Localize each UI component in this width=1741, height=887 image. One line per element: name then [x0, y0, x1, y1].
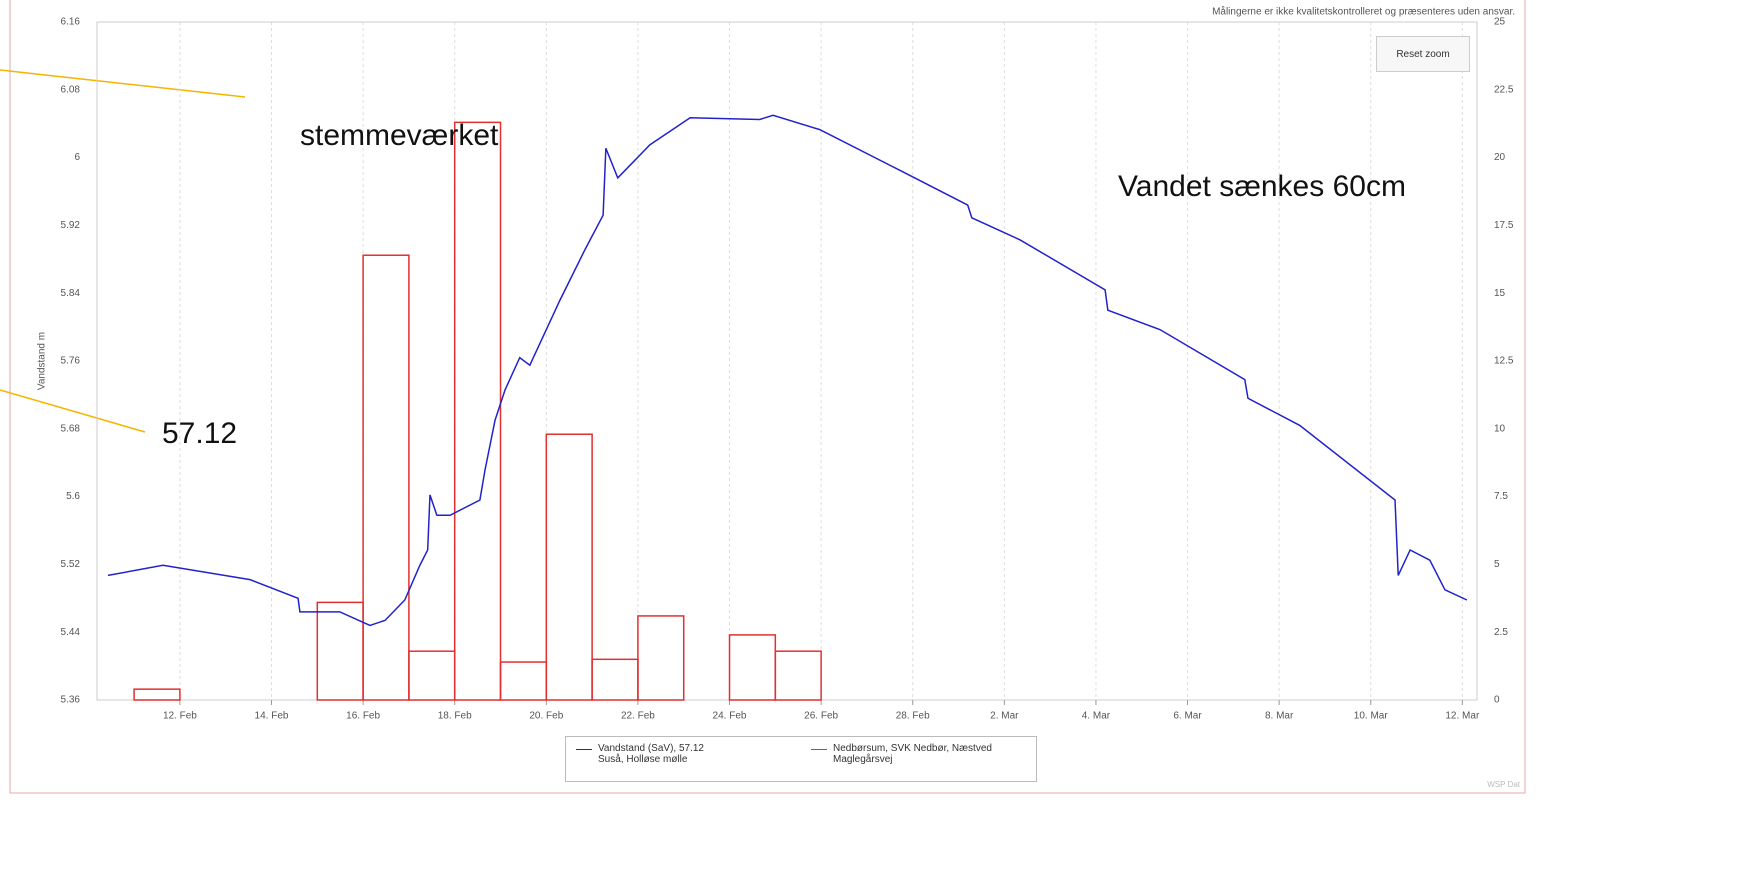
- x-tick-label: 18. Feb: [438, 711, 472, 722]
- x-tick-label: 6. Mar: [1173, 711, 1202, 722]
- y-tick-label: 5.92: [61, 220, 81, 231]
- callout-line: [0, 389, 146, 433]
- y2-tick-label: 7.5: [1494, 491, 1508, 502]
- x-tick-label: 10. Mar: [1354, 711, 1389, 722]
- bar: [774, 650, 822, 701]
- callout-line: [0, 69, 246, 98]
- legend-swatch: [811, 749, 827, 750]
- credit: WSP Dat: [1487, 780, 1521, 789]
- y-tick-label: 5.36: [61, 695, 81, 706]
- x-tick-label: 2. Mar: [990, 711, 1019, 722]
- x-tick-label: 4. Mar: [1082, 711, 1111, 722]
- x-tick-label: 26. Feb: [804, 711, 838, 722]
- y-tick-label: 6.16: [61, 17, 81, 28]
- bar: [408, 650, 456, 701]
- line: [107, 114, 1468, 627]
- annotation: Vandet sænkes 60cm: [1118, 170, 1406, 203]
- bar: [499, 661, 548, 701]
- y-axis-label: Vandstand m: [37, 332, 48, 390]
- x-tick-label: 14. Feb: [255, 711, 289, 722]
- x-tick-label: 8. Mar: [1265, 711, 1294, 722]
- bar: [728, 634, 777, 701]
- y-tick-label: 6: [74, 152, 80, 163]
- legend-label: Vandstand (SaV), 57.12 Suså, Holløse møl…: [598, 743, 704, 765]
- y2-tick-label: 0: [1494, 695, 1500, 706]
- x-tick-label: 28. Feb: [896, 711, 930, 722]
- y-tick-label: 5.52: [61, 559, 81, 570]
- y2-tick-label: 17.5: [1494, 220, 1514, 231]
- bar: [362, 254, 410, 701]
- x-tick-label: 16. Feb: [346, 711, 380, 722]
- x-tick-label: 12. Feb: [163, 711, 197, 722]
- y2-tick-label: 15: [1494, 288, 1506, 299]
- bar: [133, 688, 181, 701]
- y-tick-label: 5.76: [61, 356, 81, 367]
- legend-label: Nedbørsum, SVK Nedbør, Næstved Maglegårs…: [833, 743, 992, 765]
- y2-tick-label: 20: [1494, 152, 1506, 163]
- y-tick-label: 5.6: [66, 491, 80, 502]
- bar: [637, 615, 685, 701]
- y2-tick-label: 22.5: [1494, 84, 1514, 95]
- legend-item[interactable]: Nedbørsum, SVK Nedbør, Næstved Maglegårs…: [801, 737, 1036, 781]
- x-tick-label: 24. Feb: [713, 711, 747, 722]
- y-tick-label: 5.44: [61, 627, 81, 638]
- y-tick-label: 5.68: [61, 423, 81, 434]
- y2-tick-label: 10: [1494, 423, 1506, 434]
- y2-tick-label: 25: [1494, 17, 1506, 28]
- legend-swatch: [576, 749, 592, 750]
- bar: [545, 433, 593, 701]
- bar: [316, 601, 364, 701]
- legend: Vandstand (SaV), 57.12 Suså, Holløse møl…: [565, 736, 1037, 782]
- x-tick-label: 22. Feb: [621, 711, 655, 722]
- y-tick-label: 5.84: [61, 288, 81, 299]
- x-tick-label: 20. Feb: [529, 711, 563, 722]
- annotation: 57.12: [162, 417, 237, 450]
- frame: [9, 0, 1526, 794]
- disclaimer: Målingerne er ikke kvalitetskontrolleret…: [1212, 6, 1515, 18]
- bar: [591, 658, 639, 701]
- legend-item[interactable]: Vandstand (SaV), 57.12 Suså, Holløse møl…: [566, 737, 801, 781]
- y2-tick-label: 5: [1494, 559, 1500, 570]
- x-tick-label: 12. Mar: [1445, 711, 1480, 722]
- y-tick-label: 6.08: [61, 84, 81, 95]
- annotation: stemmeværket: [300, 119, 499, 152]
- y2-tick-label: 2.5: [1494, 627, 1508, 638]
- reset-zoom-button[interactable]: Reset zoom: [1376, 36, 1470, 72]
- bar: [453, 121, 502, 701]
- y2-tick-label: 12.5: [1494, 356, 1514, 367]
